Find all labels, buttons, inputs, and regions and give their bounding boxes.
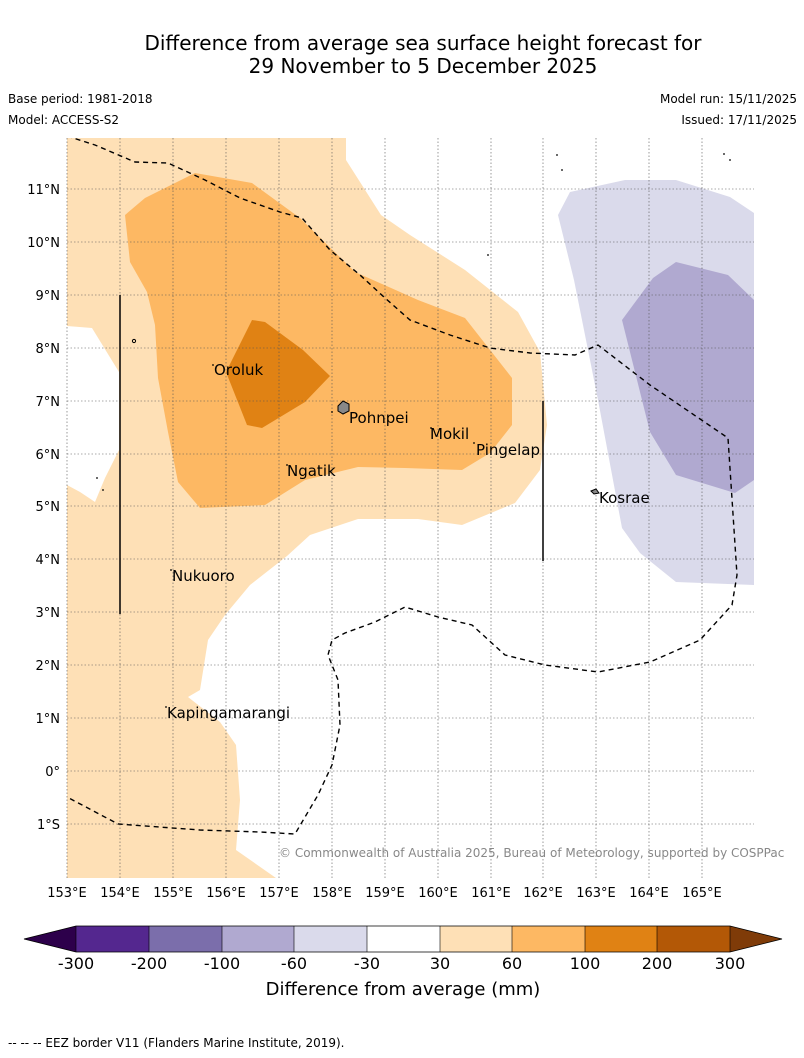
colorbar-swatch xyxy=(512,926,585,952)
islet-sw xyxy=(96,477,98,479)
pohnpei-island xyxy=(337,400,350,415)
place-label-ngatik: Ngatik xyxy=(287,462,336,480)
latitude-labels: 11°N 10°N 9°N 8°N 7°N 6°N 5°N 4°N 3°N 2°… xyxy=(27,183,60,833)
pingelap-atoll xyxy=(473,442,475,444)
anomaly-region-100-200 xyxy=(226,320,330,428)
lon-label: 154°E xyxy=(100,886,140,901)
place-label-kosrae: Kosrae xyxy=(599,489,650,507)
lon-label: 160°E xyxy=(418,886,458,901)
anomaly-field xyxy=(67,138,754,878)
model-run: Model run: 15/11/2025 xyxy=(659,92,797,106)
place-label-pingelap: Pingelap xyxy=(476,441,540,459)
anomaly-region-60-100 xyxy=(125,173,512,508)
map-title: Difference from average sea surface heig… xyxy=(0,32,804,78)
model-name: Model: ACCESS-S2 xyxy=(8,113,120,127)
islet-ne xyxy=(556,154,558,156)
lon-label: 157°E xyxy=(259,886,299,901)
lon-label: 161°E xyxy=(471,886,511,901)
colorbar-tick-label: 200 xyxy=(642,954,673,973)
colorbar-under-arrow xyxy=(24,926,76,952)
place-label-nukuoro: Nukuoro xyxy=(172,567,235,585)
kapingamarangi-atoll xyxy=(165,706,167,708)
lat-label: 3°N xyxy=(36,606,61,621)
islet-far-ne xyxy=(723,153,725,155)
colorbar-tick-label: -60 xyxy=(281,954,307,973)
longitude-labels: 153°E 154°E 155°E 156°E 157°E 158°E 159°… xyxy=(47,886,722,901)
lat-label: 0° xyxy=(45,765,60,780)
colorbar-label: Difference from average (mm) xyxy=(266,979,541,1000)
lat-label: 11°N xyxy=(27,183,60,198)
lat-label: 9°N xyxy=(36,289,61,304)
lat-label: 6°N xyxy=(36,448,61,463)
colorbar-tick-label: -30 xyxy=(354,954,380,973)
colorbar-tick-label: 60 xyxy=(502,954,522,973)
colorbar-swatch xyxy=(149,926,222,952)
colorbar-tick-label: -300 xyxy=(58,954,94,973)
islet-near-pohnpei xyxy=(331,411,333,413)
lon-label: 156°E xyxy=(206,886,246,901)
colorbar-swatch xyxy=(294,926,367,952)
colorbar-swatch xyxy=(222,926,294,952)
lat-label: 1°N xyxy=(36,712,61,727)
lon-label: 162°E xyxy=(523,886,563,901)
place-labels: Oroluk Pohnpei Mokil Pingelap Ngatik Kos… xyxy=(167,361,650,722)
lon-label: 159°E xyxy=(365,886,405,901)
oroluk-atoll xyxy=(212,364,214,366)
lat-label: 1°S xyxy=(37,818,60,833)
place-label-pohnpei: Pohnpei xyxy=(349,409,409,427)
kosrae-island xyxy=(590,488,600,495)
lat-label: 8°N xyxy=(36,342,61,357)
lon-label: 163°E xyxy=(576,886,616,901)
colorbar-dividers xyxy=(75,926,731,952)
islet-sw-2 xyxy=(102,489,104,491)
lon-label: 164°E xyxy=(629,886,669,901)
mokil-atoll xyxy=(430,427,432,429)
colorbar-swatch xyxy=(440,926,512,952)
lat-label: 7°N xyxy=(36,395,61,410)
base-period: Base period: 1981-2018 xyxy=(8,92,153,106)
anomaly-gap-west xyxy=(67,326,119,502)
colorbar: -300 -200 -100 -60 -30 30 60 100 200 300… xyxy=(23,925,783,1000)
lon-label: 165°E xyxy=(682,886,722,901)
colorbar-swatch xyxy=(367,926,440,952)
copyright-notice: © Commonwealth of Australia 2025, Bureau… xyxy=(279,846,784,860)
place-label-mokil: Mokil xyxy=(430,425,469,443)
colorbar-tick-label: 100 xyxy=(570,954,601,973)
islands xyxy=(96,153,731,708)
islet-ne-2 xyxy=(561,169,563,171)
colorbar-swatch xyxy=(76,926,149,952)
lat-label: 5°N xyxy=(36,500,61,515)
ngatik-atoll xyxy=(286,464,288,466)
colorbar-tick-label: 30 xyxy=(430,954,450,973)
nukuoro-atoll xyxy=(170,569,172,571)
colorbar-tick-label: -100 xyxy=(204,954,240,973)
lat-label: 10°N xyxy=(27,236,60,251)
islet-west xyxy=(131,338,137,344)
colorbar-tick-label: -200 xyxy=(131,954,167,973)
colorbar-swatch xyxy=(585,926,657,952)
lat-label: 2°N xyxy=(36,659,61,674)
eez-legend-footer: -- -- -- EEZ border V11 (Flanders Marine… xyxy=(8,1036,345,1050)
anomaly-region-minus-100-60 xyxy=(622,262,754,493)
colorbar-over-arrow xyxy=(730,926,782,952)
lon-label: 153°E xyxy=(47,886,87,901)
lon-label: 155°E xyxy=(153,886,193,901)
colorbar-ticks: -300 -200 -100 -60 -30 30 60 100 200 300 xyxy=(58,954,745,973)
graticule xyxy=(66,138,754,878)
eez-border xyxy=(67,138,738,835)
lat-label: 4°N xyxy=(36,553,61,568)
lon-label: 158°E xyxy=(312,886,352,901)
issued-date: Issued: 17/11/2025 xyxy=(681,113,797,127)
title-line-2: 29 November to 5 December 2025 xyxy=(248,54,598,78)
title-line-1: Difference from average sea surface heig… xyxy=(144,31,702,55)
place-label-oroluk: Oroluk xyxy=(214,361,263,379)
colorbar-tick-label: 300 xyxy=(715,954,746,973)
islet-far-ne-2 xyxy=(729,159,731,161)
colorbar-swatch xyxy=(657,926,730,952)
place-label-kapingamarangi: Kapingamarangi xyxy=(167,704,290,722)
islet-north xyxy=(487,254,489,256)
